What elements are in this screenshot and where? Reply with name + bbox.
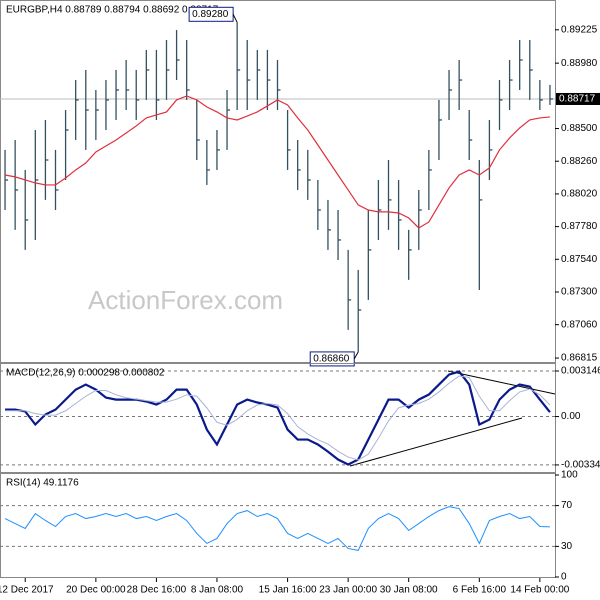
y-tick-label: 0.88980	[561, 58, 598, 69]
extreme-leader	[353, 351, 359, 360]
extreme-leader	[232, 14, 238, 23]
y-tick-label: 0.00	[561, 411, 581, 422]
y-tick-label: 0	[561, 572, 567, 583]
panel-frame	[0, 0, 556, 363]
x-tick-label: 23 Jan 00:00	[319, 585, 377, 596]
x-tick-label: 30 Jan 08:00	[380, 585, 438, 596]
series-line	[5, 370, 551, 466]
y-tick-label: 0.89225	[561, 24, 598, 35]
y-tick-label: 0.88260	[561, 156, 598, 167]
y-tick-label: 0.87300	[561, 287, 598, 298]
x-tick-label: 20 Dec 00:00	[66, 585, 126, 596]
y-tick-label: 100	[561, 470, 578, 481]
panel-frame	[0, 473, 556, 578]
x-tick-label: 6 Feb 16:00	[453, 585, 507, 596]
panel-title: MACD(12,26,9) 0.000298 0.000802	[6, 368, 165, 379]
trendline	[349, 417, 523, 467]
x-tick-label: 15 Jan 16:00	[259, 585, 317, 596]
series-line	[5, 375, 551, 461]
y-tick-label: 0.87540	[561, 254, 598, 265]
y-tick-label: 0.87060	[561, 319, 598, 330]
last-price-label: 0.88717	[559, 94, 596, 105]
y-tick-label: -0.003342	[561, 460, 600, 471]
y-tick-label: 30	[561, 541, 573, 552]
y-tick-label: 0.003146	[561, 366, 600, 377]
x-tick-label: 28 Dec 16:00	[127, 585, 187, 596]
y-tick-label: 0.88020	[561, 189, 598, 200]
series-line	[4, 506, 550, 551]
y-tick-label: 0.88500	[561, 123, 598, 134]
x-tick-label: 14 Feb 00:00	[510, 585, 569, 596]
panel-frame	[0, 363, 556, 473]
extreme-label: 0.89280	[192, 9, 229, 20]
y-tick-label: 0.87780	[561, 221, 598, 232]
x-tick-label: 8 Jan 08:00	[191, 585, 244, 596]
panel-title: RSI(14) 49.1176	[6, 478, 79, 489]
y-tick-label: 70	[561, 500, 573, 511]
moving-average	[4, 95, 551, 229]
trendline	[447, 370, 556, 395]
y-tick-label: 0.86815	[561, 353, 598, 364]
chart-title: EURGBP,H4 0.88789 0.88794 0.88692 0.8871…	[6, 5, 219, 16]
last-price-box	[556, 92, 600, 105]
x-tick-label: 12 Dec 2017	[0, 585, 54, 596]
watermark: ActionForex.com	[88, 285, 283, 315]
extreme-label: 0.86860	[313, 354, 350, 365]
